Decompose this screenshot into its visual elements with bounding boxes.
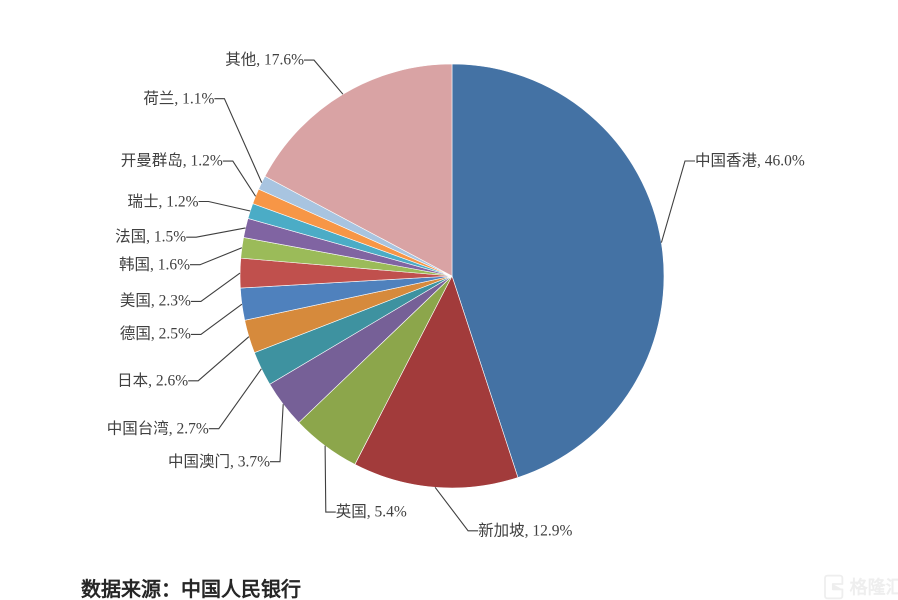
svg-text:格隆汇: 格隆汇 — [850, 577, 898, 598]
